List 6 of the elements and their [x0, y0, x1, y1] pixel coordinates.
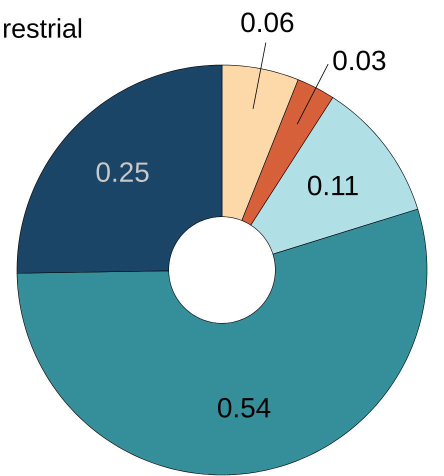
- data-label: 0.06: [241, 12, 294, 32]
- data-label: 0.25: [96, 162, 149, 182]
- data-label: 0.03: [333, 50, 386, 70]
- text: restrial: [4, 18, 82, 38]
- data-label: 0.54: [218, 398, 270, 418]
- data-label: 0.11: [308, 176, 358, 196]
